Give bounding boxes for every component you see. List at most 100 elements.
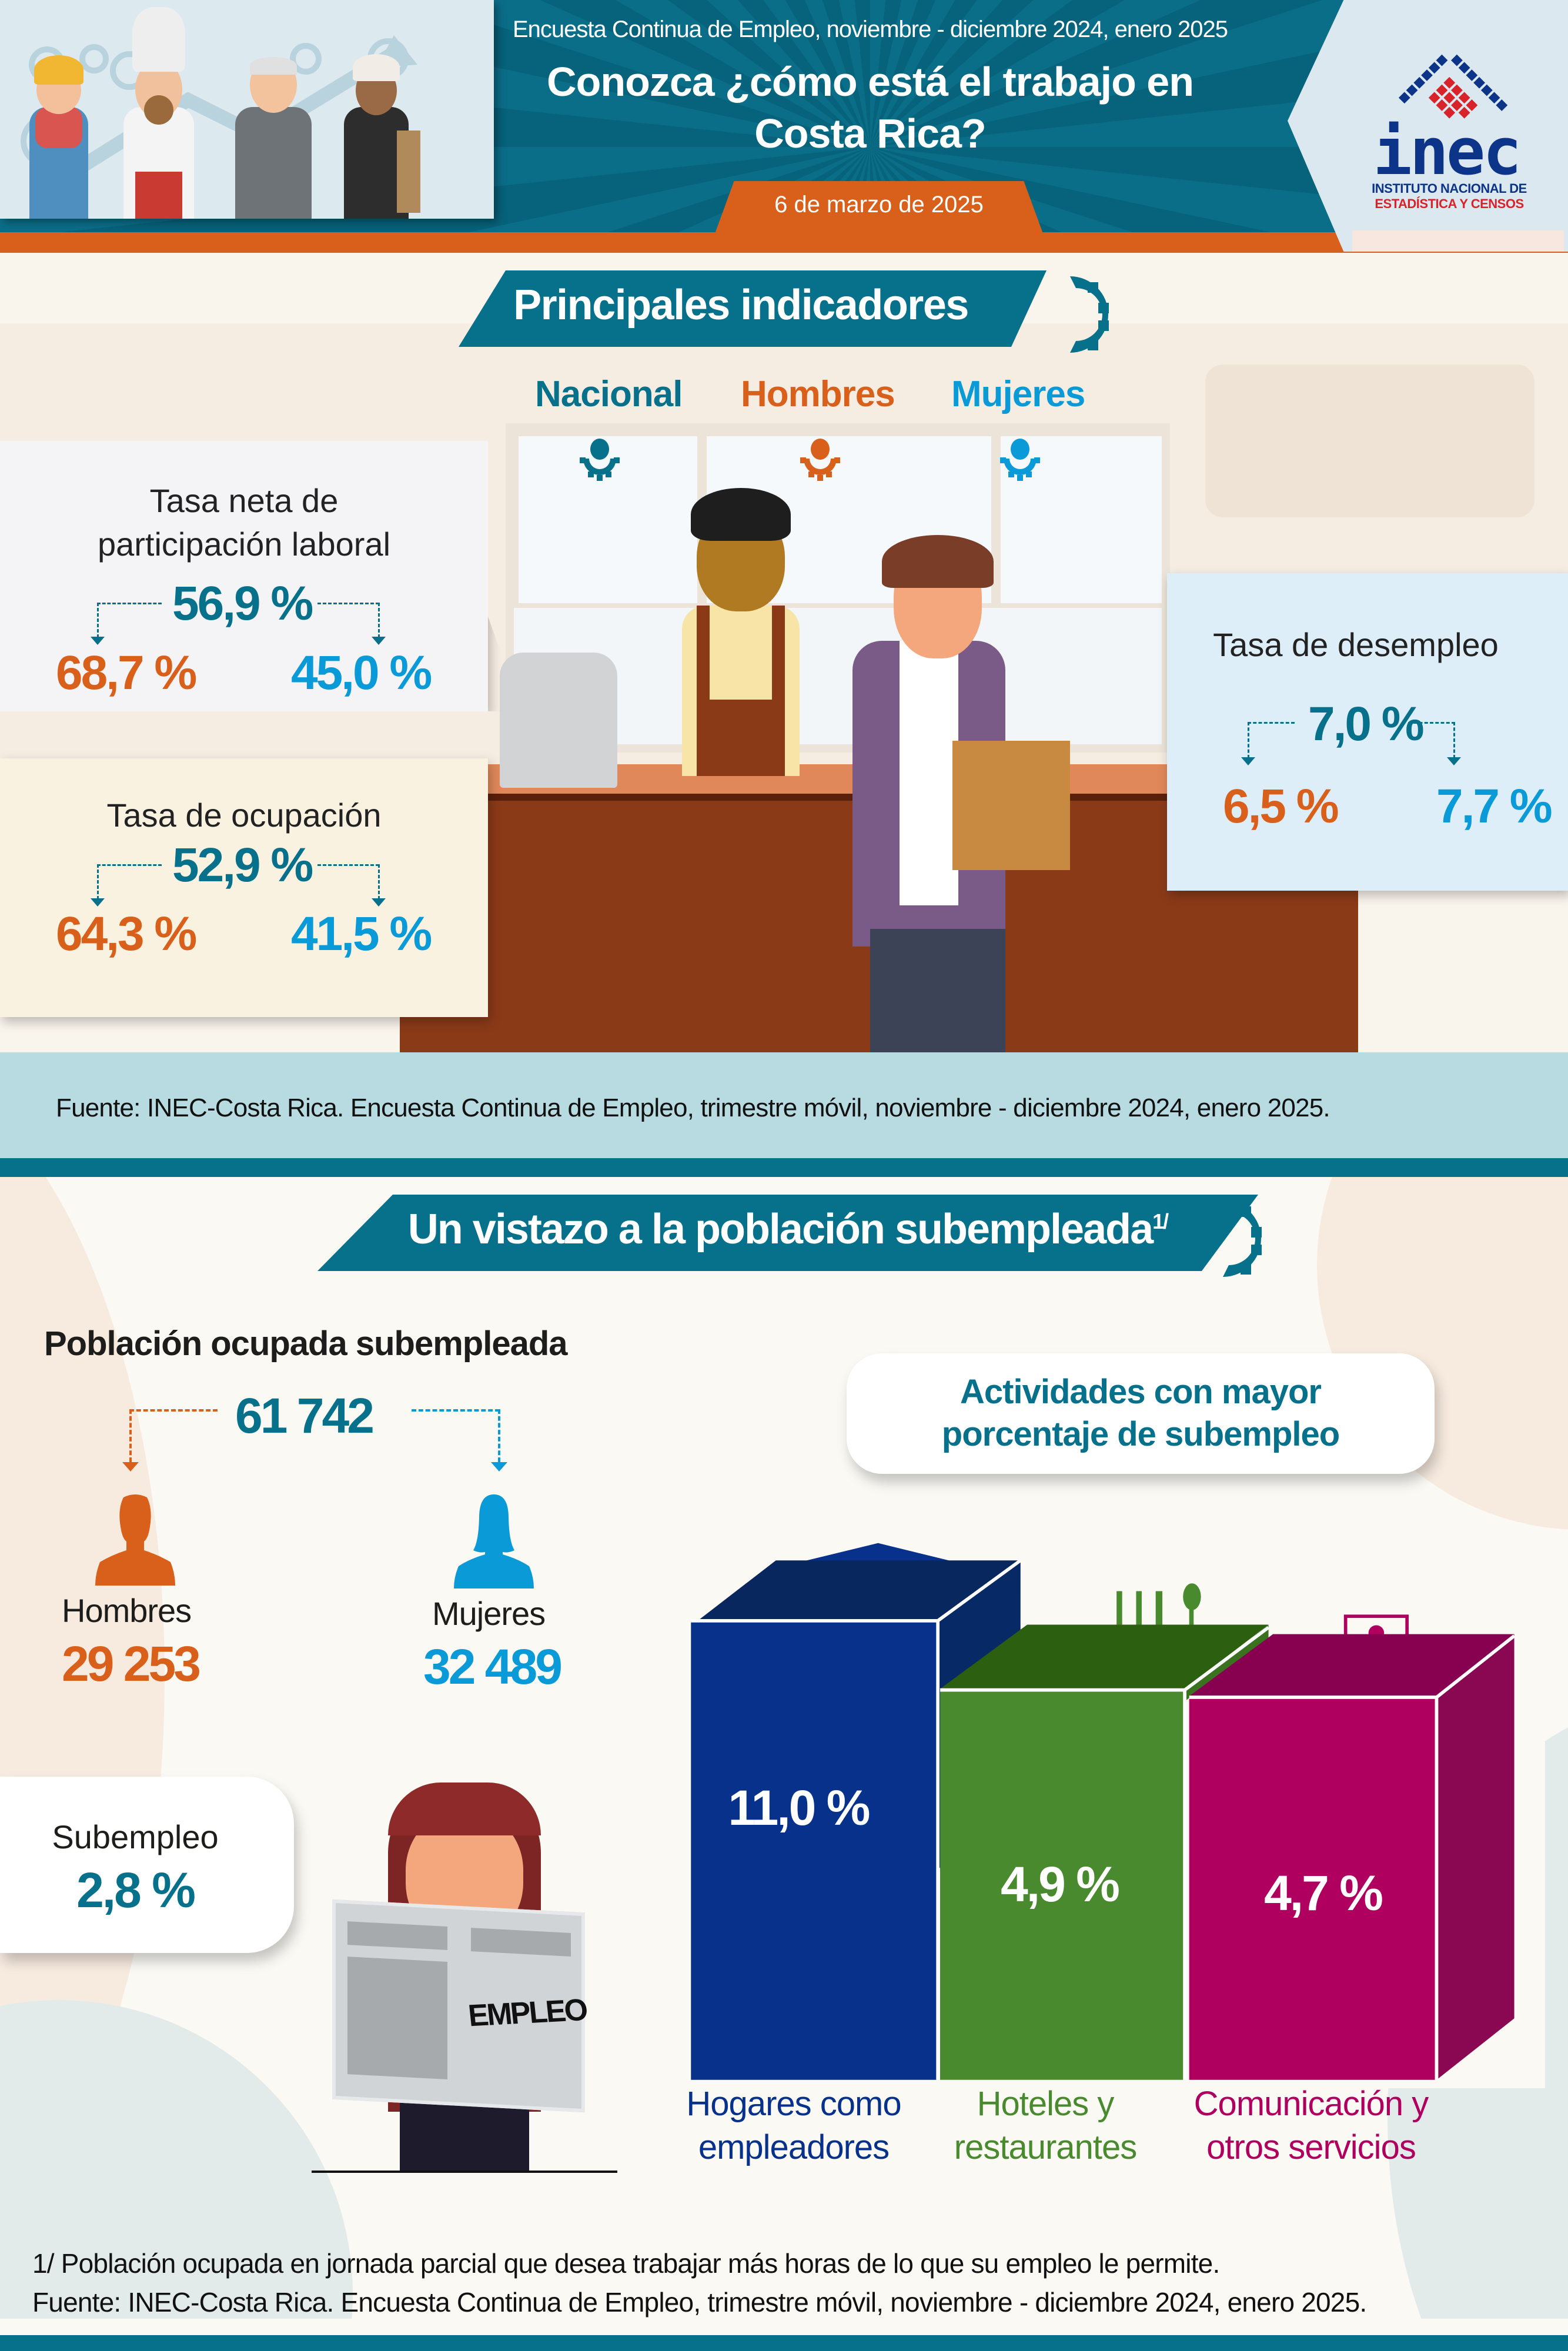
newspaper: EMPLEO [332, 1899, 589, 2113]
connector-line [1453, 722, 1455, 758]
arrow-down-icon [1447, 757, 1461, 765]
bar-label-hoteles: Hoteles y restaurantes [954, 2085, 1137, 2166]
footer-band [0, 2335, 1568, 2351]
mujeres-value: 45,0 % [291, 646, 432, 700]
women-label: Mujeres [432, 1595, 546, 1632]
barista-illustration [664, 488, 811, 776]
arrow-down-icon [491, 1462, 507, 1472]
source-band [0, 1052, 1568, 1158]
gear-person-icon-mujeres [1000, 439, 1040, 481]
connector-line-men [129, 1409, 132, 1462]
bar-value-comunicacion: 4,7 % [1264, 1865, 1383, 1921]
indicator-card-participation: Tasa neta de participación laboral 56,9 … [0, 441, 488, 711]
gear-person-icon-hombres [800, 439, 840, 481]
connector-line [97, 864, 162, 866]
indicator-title: Tasa neta de participación laboral [97, 482, 391, 563]
inec-flag-mosaic-icon [1398, 54, 1508, 119]
footnote-definition: 1/ Población ocupada en jornada parcial … [32, 2248, 1220, 2279]
hombres-value: 64,3 % [56, 907, 197, 961]
women-value: 32 489 [423, 1639, 563, 1694]
men-value: 29 253 [62, 1636, 201, 1691]
footnote-marker: 1/ [1152, 1209, 1169, 1233]
indicator-title: Tasa de desempleo [1213, 626, 1499, 663]
logo-institution-line2: ESTADÍSTICA Y CENSOS [1375, 196, 1524, 211]
arrow-down-icon [1241, 757, 1255, 765]
connector-line [317, 603, 379, 604]
legend-mujeres: Mujeres [951, 374, 1085, 414]
footnotes: 1/ Población ocupada en jornada parcial … [32, 2244, 1561, 2319]
legend-nacional: Nacional [535, 374, 683, 414]
page-title: Conozca ¿cómo está el trabajo en Costa R… [488, 56, 1252, 159]
connector-line-men [129, 1409, 218, 1412]
connector-line [97, 603, 99, 638]
worker-chef [118, 7, 200, 219]
logo-panel-strip [1352, 230, 1564, 252]
coffee-machine [500, 653, 617, 788]
logo-institution-line1: INSTITUTO NACIONAL DE [1372, 181, 1527, 196]
source-note-indicators: Fuente: INEC-Costa Rica. Encuesta Contin… [56, 1093, 1330, 1122]
population-total: 61 742 [235, 1388, 375, 1443]
connector-line [378, 603, 380, 638]
section-title-principal-indicators: Principales indicadores [513, 282, 969, 329]
arrow-down-icon [91, 898, 105, 907]
activities-title: Actividades con mayor porcentaje de sube… [941, 1373, 1340, 1453]
worker-construction-woman [24, 42, 94, 219]
logo-panel [1288, 0, 1568, 252]
activities-title-card [847, 1353, 1435, 1474]
bar-value-hogares: 11,0 % [728, 1780, 871, 1835]
page-title-line2: Costa Rica? [754, 111, 987, 156]
nacional-value: 56,9 % [172, 577, 313, 630]
indicator-card-unemployment: Tasa de desempleo 7,0 % 6,5 % 7,7 % [1167, 573, 1568, 891]
underemployment-label: Subempleo [52, 1818, 219, 1855]
hombres-value: 6,5 % [1223, 780, 1339, 833]
worker-executive [232, 42, 315, 219]
worker-engineer-woman [341, 36, 420, 219]
indicator-card-occupation: Tasa de ocupación 52,9 % 64,3 % 41,5 % [0, 758, 488, 1017]
mujeres-value: 7,7 % [1436, 780, 1553, 833]
men-label: Hombres [62, 1592, 192, 1629]
bar-value-hoteles: 4,9 % [1001, 1857, 1120, 1912]
principal-indicators-section: Principales indicadores Nacional Hombres… [0, 253, 1568, 1052]
gear-icon [1070, 276, 1109, 353]
date-tab [714, 181, 1044, 235]
population-title: Población ocupada subempleada [44, 1325, 568, 1363]
woman-silhouette-icon [454, 1494, 534, 1588]
nacional-value: 52,9 % [172, 838, 313, 892]
newspaper-headline: EMPLEO [466, 1992, 589, 2034]
survey-subtitle: Encuesta Continua de Empleo, noviembre -… [512, 16, 1228, 42]
section-divider [0, 1158, 1568, 1177]
man-silhouette-icon [95, 1494, 175, 1586]
gear-person-icon-nacional [580, 439, 620, 481]
legend-hombres: Hombres [741, 374, 895, 414]
arrow-down-icon [122, 1462, 139, 1472]
workers-illustration-panel [0, 0, 494, 219]
connector-line-women [498, 1409, 500, 1462]
source-note-underemployment: Fuente: INEC-Costa Rica. Encuesta Contin… [32, 2287, 1367, 2317]
connector-line [97, 864, 99, 899]
mujeres-value: 41,5 % [291, 907, 432, 961]
underemployment-rate-card [0, 1777, 294, 1953]
connector-line [1248, 722, 1249, 758]
header-banner: 6 de marzo de 2025 Encuesta Continua de … [0, 0, 1568, 253]
inec-wordmark: inec [1373, 114, 1522, 189]
nacional-value: 7,0 % [1308, 697, 1425, 751]
section-ribbon [317, 1195, 1258, 1271]
connector-line [317, 864, 379, 866]
underemployment-value: 2,8 % [76, 1862, 196, 1918]
section-ribbon [459, 270, 1047, 347]
gear-icon [1223, 1200, 1262, 1277]
woman-reading-newspaper-illustration: EMPLEO [312, 1759, 617, 2173]
indicator-title: Tasa de ocupación [106, 797, 382, 834]
connector-line [1408, 722, 1455, 724]
connector-line [97, 603, 162, 604]
header-orange-strip [0, 232, 1568, 253]
arrow-down-icon [372, 898, 386, 907]
arrow-down-icon [91, 637, 105, 645]
connector-line [1248, 722, 1295, 724]
activities-bars-3d [670, 1530, 1545, 2088]
menu-board [1205, 364, 1534, 517]
connector-line [378, 864, 380, 899]
bar-label-hogares: Hogares como empleadores [686, 2085, 901, 2166]
arrow-down-icon [372, 637, 386, 645]
page-title-line1: Conozca ¿cómo está el trabajo en [547, 59, 1194, 105]
